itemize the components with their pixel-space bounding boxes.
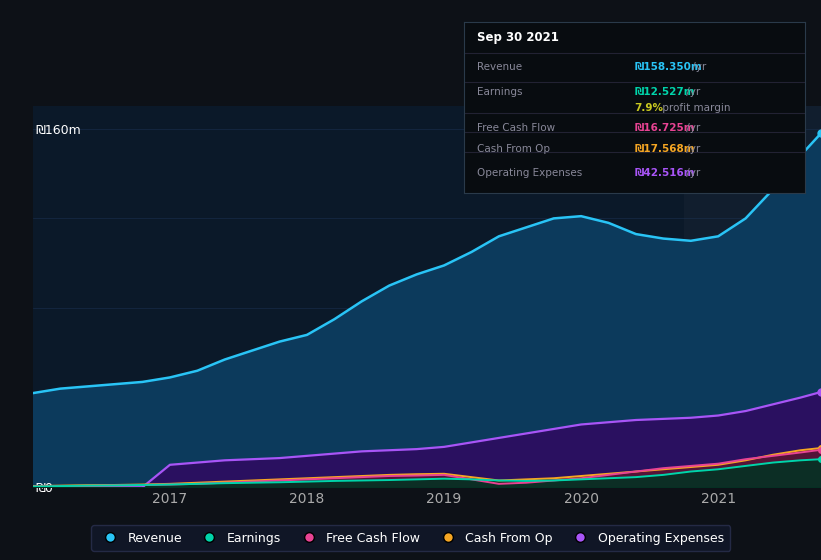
Text: ₪158.350m: ₪158.350m [635,62,702,72]
Text: Sep 30 2021: Sep 30 2021 [478,31,559,44]
Text: Revenue: Revenue [478,62,523,72]
Text: Operating Expenses: Operating Expenses [478,167,583,178]
Text: /yr: /yr [683,123,700,133]
Bar [684,106,821,487]
Text: 7.9%: 7.9% [635,103,663,113]
Text: Earnings: Earnings [478,87,523,97]
Text: ₪42.516m: ₪42.516m [635,167,695,178]
Text: ₪17.568m: ₪17.568m [635,144,695,154]
Text: ₪12.527m: ₪12.527m [635,87,695,97]
Text: Free Cash Flow: Free Cash Flow [478,123,556,133]
Text: Cash From Op: Cash From Op [478,144,551,154]
Legend: Revenue, Earnings, Free Cash Flow, Cash From Op, Operating Expenses: Revenue, Earnings, Free Cash Flow, Cash … [91,525,730,551]
Text: /yr: /yr [690,62,707,72]
Text: /yr: /yr [683,87,700,97]
Text: /yr: /yr [683,144,700,154]
Text: /yr: /yr [683,167,700,178]
Text: ₪16.725m: ₪16.725m [635,123,695,133]
Text: profit margin: profit margin [658,103,730,113]
